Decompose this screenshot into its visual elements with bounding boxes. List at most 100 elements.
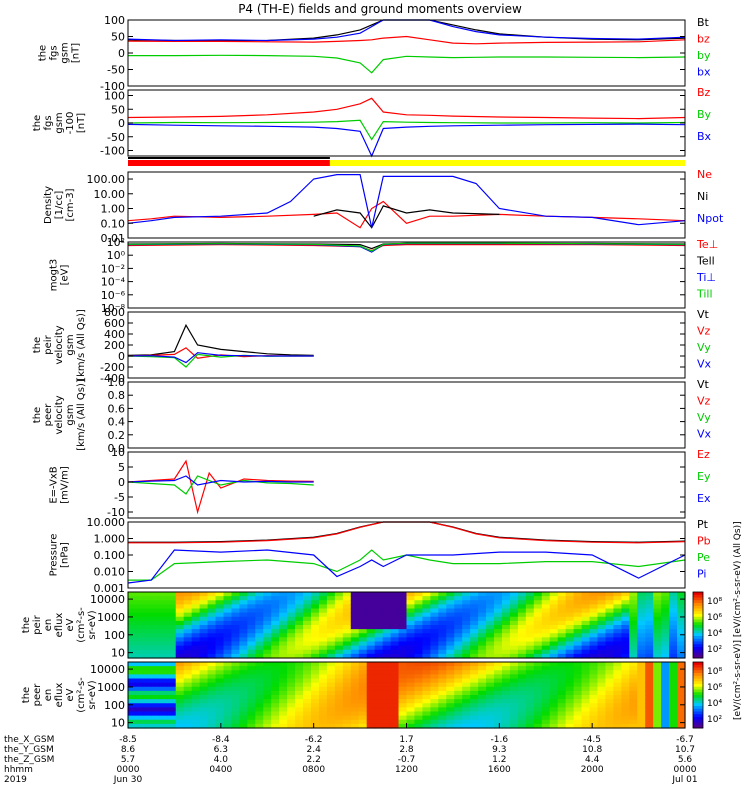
legend-entry: Te⊥ bbox=[696, 238, 718, 251]
series-line-bz bbox=[127, 35, 686, 45]
heatmap-cell bbox=[382, 637, 392, 643]
heatmap-cell bbox=[247, 670, 256, 675]
heatmap-cell bbox=[406, 629, 416, 634]
heatmap-cell bbox=[239, 641, 248, 647]
heatmap-cell bbox=[565, 653, 575, 659]
heatmap-cell bbox=[501, 616, 511, 622]
heatmap-cell bbox=[199, 678, 209, 684]
heatmap-cell bbox=[191, 715, 201, 721]
heatmap-cell bbox=[597, 695, 607, 700]
heatmap-cell bbox=[247, 604, 256, 610]
heatmap-cell bbox=[295, 649, 304, 655]
heatmap-cell bbox=[454, 649, 463, 655]
heatmap-cell bbox=[358, 608, 368, 614]
heatmap-cell bbox=[207, 678, 217, 684]
heatmap-cell bbox=[191, 616, 201, 622]
heatmap-cell bbox=[438, 686, 447, 692]
heatmap-cell bbox=[255, 612, 264, 618]
heatmap-cell bbox=[653, 715, 662, 721]
heatmap-cell bbox=[303, 723, 312, 729]
heatmap-cell bbox=[549, 707, 559, 713]
heatmap-cell bbox=[398, 711, 408, 717]
heatmap-cell bbox=[501, 612, 511, 618]
heatmap-cell bbox=[167, 715, 177, 721]
heatmap-cell bbox=[549, 633, 559, 638]
x-axis-value: 1200 bbox=[395, 765, 418, 775]
heatmap-cell bbox=[446, 703, 455, 708]
heatmap-cell bbox=[517, 653, 527, 659]
heatmap-cell bbox=[605, 670, 614, 675]
x-axis-value: Jun 30 bbox=[113, 775, 143, 785]
heatmap-cell bbox=[541, 678, 551, 684]
heatmap-cell bbox=[128, 670, 137, 675]
heatmap-cell bbox=[525, 670, 535, 675]
heatmap-cell bbox=[549, 641, 559, 647]
figure-title: P4 (TH-E) fields and ground moments over… bbox=[238, 2, 522, 16]
heatmap-cell bbox=[247, 674, 256, 680]
heatmap-cell bbox=[581, 719, 591, 725]
heatmap-cell bbox=[446, 723, 455, 729]
heatmap-cell bbox=[573, 620, 583, 626]
heatmap-cell bbox=[143, 633, 153, 638]
heatmap-cell bbox=[199, 629, 209, 634]
heatmap-cell bbox=[533, 653, 543, 659]
heatmap-cell bbox=[661, 637, 670, 643]
heatmap-cell bbox=[661, 723, 670, 729]
heatmap-cell bbox=[318, 699, 328, 704]
heatmap-cell bbox=[358, 670, 368, 675]
heatmap-cell bbox=[581, 596, 591, 601]
heatmap-cell bbox=[143, 596, 153, 601]
heatmap-cell bbox=[470, 608, 479, 614]
heatmap-cell bbox=[549, 629, 559, 634]
heatmap-cell bbox=[239, 616, 248, 622]
heatmap-cell bbox=[151, 637, 161, 643]
heatmap-cell bbox=[159, 703, 169, 708]
heatmap-cell bbox=[430, 612, 439, 618]
heatmap-cell bbox=[175, 699, 185, 704]
heatmap-cell bbox=[645, 695, 654, 700]
heatmap-cell bbox=[486, 637, 495, 643]
heatmap-cell bbox=[470, 645, 479, 651]
heatmap-cell bbox=[494, 612, 503, 618]
heatmap-cell bbox=[557, 649, 567, 655]
heatmap-cell bbox=[629, 620, 638, 626]
heatmap-cell bbox=[661, 620, 670, 626]
heatmap-cell bbox=[669, 662, 678, 667]
heatmap-cell bbox=[454, 604, 463, 610]
heatmap-cell bbox=[653, 633, 662, 638]
heatmap-cell bbox=[374, 662, 384, 667]
heatmap-cell bbox=[303, 649, 312, 655]
heatmap-cell bbox=[151, 707, 161, 713]
heatmap-cell bbox=[446, 699, 455, 704]
heatmap-cell bbox=[255, 633, 264, 638]
heatmap-cell bbox=[215, 653, 225, 659]
heatmap-cell bbox=[247, 666, 256, 671]
heatmap-cell bbox=[470, 703, 479, 708]
heatmap-cell bbox=[581, 715, 591, 721]
heatmap-cell bbox=[358, 620, 368, 626]
heatmap-cell bbox=[677, 637, 686, 643]
heatmap-cell bbox=[263, 629, 272, 634]
heatmap-cell bbox=[525, 678, 535, 684]
heatmap-cell bbox=[637, 641, 646, 647]
heatmap-cell bbox=[135, 690, 145, 696]
heatmap-cell bbox=[398, 666, 408, 671]
heatmap-cell bbox=[422, 695, 431, 700]
heatmap-cell bbox=[597, 723, 607, 729]
heatmap-cell bbox=[191, 612, 201, 618]
heatmap-cell bbox=[494, 596, 503, 601]
y-tick-label: 400 bbox=[104, 328, 125, 341]
heatmap-cell bbox=[159, 686, 169, 692]
heatmap-cell bbox=[661, 699, 670, 704]
heatmap-cell bbox=[406, 596, 416, 601]
heatmap-cell bbox=[334, 604, 344, 610]
x-axis-value: -1.6 bbox=[491, 735, 509, 745]
heatmap-cell bbox=[135, 699, 145, 704]
heatmap-cell bbox=[621, 703, 630, 708]
heatmap-cell bbox=[478, 592, 487, 597]
heatmap-cell bbox=[342, 604, 352, 610]
heatmap-cell bbox=[374, 625, 384, 630]
